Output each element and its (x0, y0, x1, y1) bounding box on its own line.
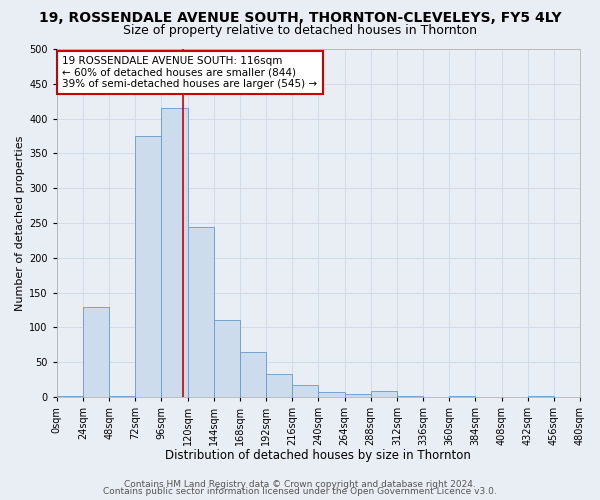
Text: 19 ROSSENDALE AVENUE SOUTH: 116sqm
← 60% of detached houses are smaller (844)
39: 19 ROSSENDALE AVENUE SOUTH: 116sqm ← 60%… (62, 56, 317, 89)
Bar (292, 385, 319, 397)
Text: 19, ROSSENDALE AVENUE SOUTH, THORNTON-CLEVELEYS, FY5 4LY: 19, ROSSENDALE AVENUE SOUTH, THORNTON-CL… (38, 12, 562, 26)
Bar (266, 374, 292, 397)
Text: Contains public sector information licensed under the Open Government Licence v3: Contains public sector information licen… (103, 487, 497, 496)
Text: Size of property relative to detached houses in Thornton: Size of property relative to detached ho… (123, 24, 477, 37)
Text: Contains HM Land Registry data © Crown copyright and database right 2024.: Contains HM Land Registry data © Crown c… (124, 480, 476, 489)
Bar (135, 136, 161, 397)
Bar (449, 396, 475, 397)
X-axis label: Distribution of detached houses by size in Thornton: Distribution of detached houses by size … (166, 450, 472, 462)
Bar (188, 226, 214, 397)
Bar (371, 392, 397, 397)
Bar (240, 352, 266, 397)
Bar (161, 108, 188, 397)
Bar (57, 396, 83, 397)
Bar (344, 394, 371, 397)
Bar (319, 392, 344, 397)
Bar (214, 320, 240, 397)
Y-axis label: Number of detached properties: Number of detached properties (15, 136, 25, 310)
Bar (397, 396, 423, 397)
Bar (527, 396, 554, 397)
Bar (109, 396, 135, 397)
Bar (83, 306, 109, 397)
